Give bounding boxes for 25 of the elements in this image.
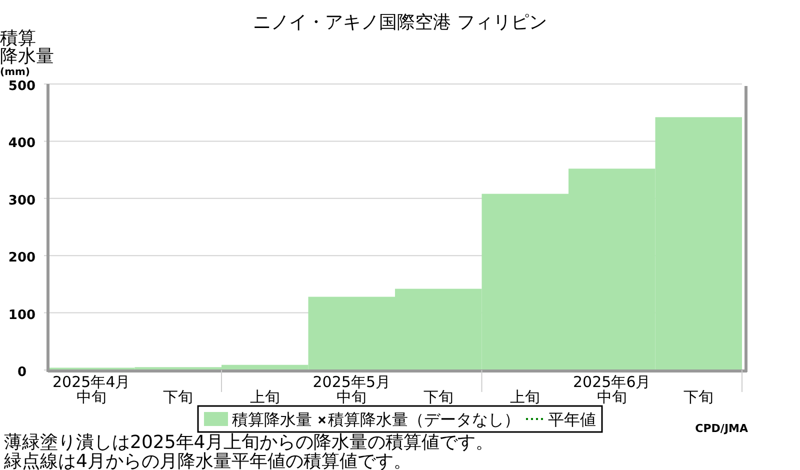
y-tick-label: 0	[17, 365, 27, 380]
text: 2025年5月	[312, 373, 390, 391]
x-tick-label: 上旬	[250, 388, 280, 406]
legend-label: 平年値	[548, 410, 596, 429]
text: 2025年6月	[573, 373, 651, 391]
x-tick-label: 下旬	[163, 388, 194, 406]
x-tick-label: 中旬	[336, 388, 367, 406]
y-tick-label: 500	[8, 79, 36, 94]
y-tick-label: 400	[8, 136, 36, 152]
x-tick-label: 中旬	[596, 388, 627, 406]
y-tick-label: 300	[8, 193, 36, 208]
legend-label: 積算降水量（データなし）	[328, 410, 520, 429]
y-tick-label: 100	[8, 308, 36, 323]
x-tick-label: 中旬	[76, 388, 106, 406]
chart-title: ニノイ・アキノ国際空港 フィリピン	[253, 12, 547, 33]
x-tick-label: 下旬	[684, 388, 714, 406]
x-tick-label: 上旬	[510, 388, 540, 406]
x-tick-label: 下旬	[423, 388, 454, 406]
legend-label: 積算降水量	[232, 410, 312, 429]
text: 2025年4月	[52, 373, 130, 391]
text: CPD/JMA	[695, 422, 748, 435]
text: 薄緑塗り潰しは2025年4月上旬からの降水量の積算値です。	[4, 432, 494, 453]
y-axis-title: 積算降水量(mm)	[0, 28, 54, 78]
y-tick-label: 200	[8, 250, 36, 266]
text: 緑点線は4月からの月降水量平年値の積算値です。	[3, 451, 412, 470]
